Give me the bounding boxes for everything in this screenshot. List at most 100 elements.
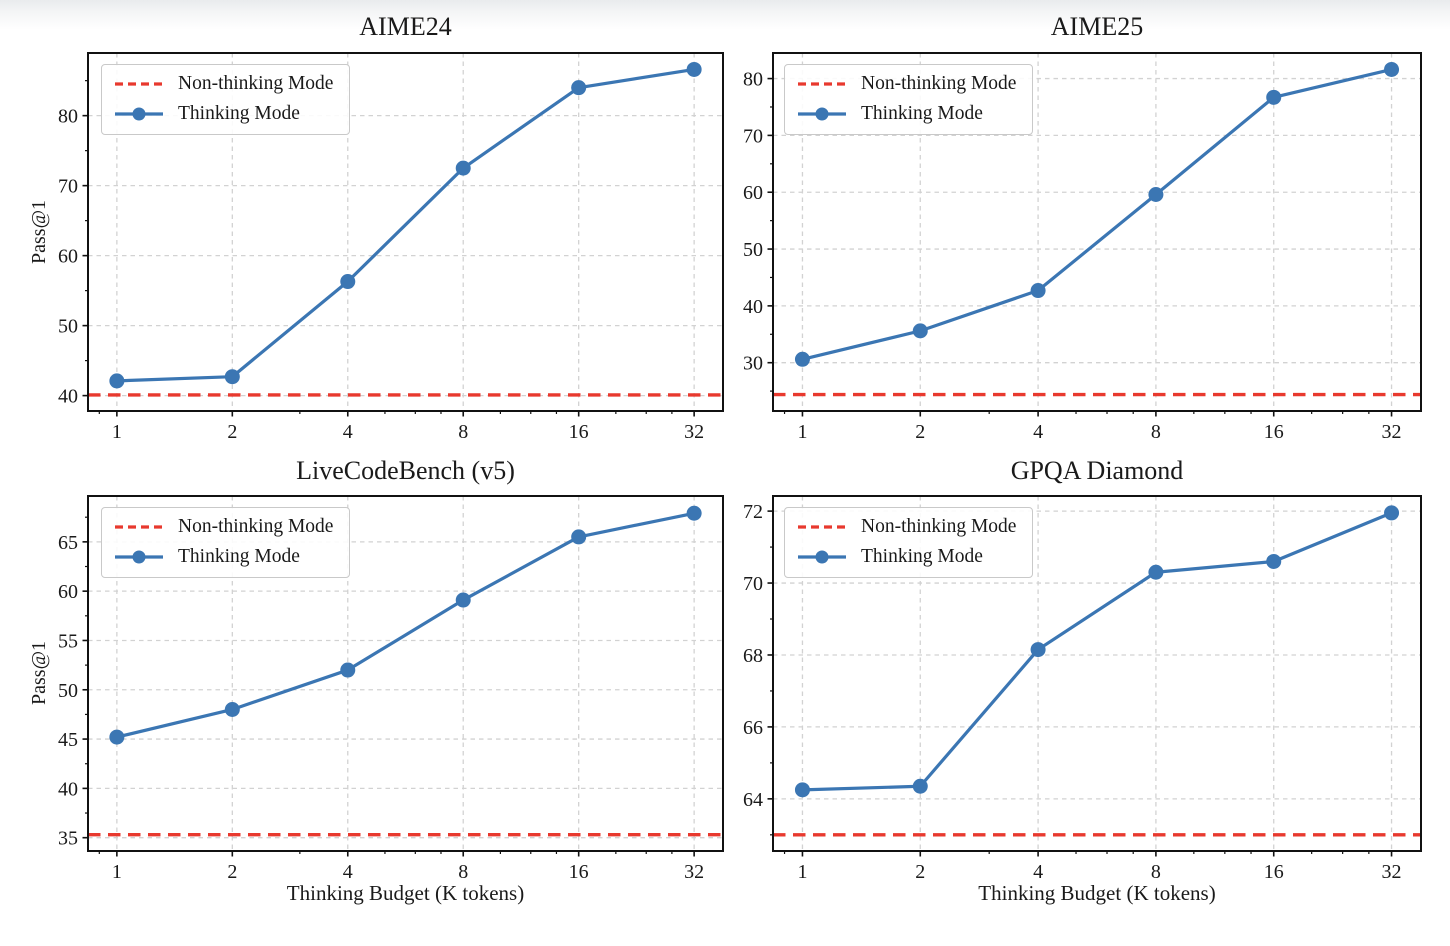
legend-label-thinking: Thinking Mode [861, 546, 983, 567]
data-point-marker [455, 592, 471, 608]
line-marker-sample-icon [798, 107, 846, 121]
subplot-gpqa-diamond: 1 2 4 8 16 32 64 66 68 70 72 [743, 495, 1422, 883]
thinking-mode-line [800, 511, 1394, 792]
svg-text:70: 70 [58, 176, 78, 198]
legend-label-thinking: Thinking Mode [178, 103, 300, 124]
subplot-livecodebench-v5-: 1 2 4 8 16 32 35 40 45 50 55 60 65 [58, 495, 724, 883]
thinking-mode-line [115, 511, 696, 739]
svg-text:30: 30 [743, 353, 763, 375]
svg-text:16: 16 [569, 421, 589, 443]
legend-item-non-thinking: Non-thinking Mode [113, 73, 333, 95]
legend-label-non-thinking: Non-thinking Mode [861, 516, 1017, 537]
data-point-marker [1384, 61, 1400, 77]
svg-text:60: 60 [58, 246, 78, 268]
legend-label-non-thinking: Non-thinking Mode [861, 73, 1017, 94]
svg-text:2: 2 [915, 421, 925, 443]
svg-text:16: 16 [1264, 421, 1284, 443]
x-axis-label-right: Thinking Budget (K tokens) [978, 881, 1216, 905]
legend-gpqa: Non-thinking Mode Thinking Mode [784, 507, 1034, 578]
legend-aime24: Non-thinking Mode Thinking Mode [101, 64, 351, 135]
svg-text:50: 50 [58, 680, 78, 702]
x-axis-label-left: Thinking Budget (K tokens) [286, 881, 525, 905]
svg-text:55: 55 [58, 630, 78, 652]
svg-text:16: 16 [569, 861, 589, 883]
data-point-marker [794, 782, 810, 798]
svg-text:50: 50 [58, 316, 78, 338]
svg-text:70: 70 [743, 125, 763, 147]
svg-text:40: 40 [58, 778, 78, 800]
data-point-marker [1266, 89, 1282, 105]
svg-text:2: 2 [915, 861, 925, 883]
data-point-marker [571, 80, 587, 96]
line-marker-sample-icon [115, 550, 163, 564]
dashed-line-sample-icon [115, 82, 163, 86]
svg-text:64: 64 [743, 789, 763, 811]
chart-title-gpqa: GPQA Diamond [1010, 456, 1184, 485]
svg-text:16: 16 [1264, 861, 1284, 883]
data-point-marker [1148, 564, 1164, 580]
data-point-marker [224, 369, 240, 385]
data-point-marker [340, 662, 356, 678]
chart-title-aime24: AIME24 [359, 12, 452, 41]
data-point-marker [571, 529, 587, 545]
legend-aime25: Non-thinking Mode Thinking Mode [784, 64, 1034, 135]
legend-item-thinking: Thinking Mode [796, 546, 1016, 568]
data-point-marker [1148, 186, 1164, 202]
svg-text:1: 1 [112, 861, 122, 883]
svg-text:60: 60 [58, 581, 78, 603]
svg-text:32: 32 [1382, 861, 1402, 883]
svg-text:1: 1 [797, 861, 807, 883]
dashed-line-sample-icon [115, 525, 163, 529]
dashed-line-sample-icon [798, 525, 846, 529]
svg-text:65: 65 [58, 532, 78, 554]
svg-text:1: 1 [112, 421, 122, 443]
svg-text:4: 4 [1033, 861, 1043, 883]
data-point-marker [686, 61, 702, 77]
data-point-marker [794, 351, 810, 367]
chart-title-aime25: AIME25 [1050, 12, 1144, 41]
svg-text:8: 8 [1151, 421, 1161, 443]
svg-text:8: 8 [1151, 861, 1161, 883]
svg-text:40: 40 [58, 386, 78, 408]
legend-label-thinking: Thinking Mode [861, 103, 983, 124]
data-point-marker [109, 729, 125, 745]
legend-label-non-thinking: Non-thinking Mode [178, 516, 334, 537]
data-point-marker [912, 323, 928, 339]
svg-text:66: 66 [743, 717, 763, 739]
background-gradient [0, 0, 1450, 30]
data-point-marker [1030, 283, 1046, 299]
svg-text:4: 4 [1033, 421, 1043, 443]
data-point-marker [109, 373, 125, 389]
data-point-marker [455, 160, 471, 176]
legend-item-thinking: Thinking Mode [113, 546, 333, 568]
svg-text:4: 4 [343, 861, 353, 883]
y-axis-label-top: Pass@1 [28, 200, 50, 264]
svg-text:8: 8 [458, 421, 468, 443]
legend-item-non-thinking: Non-thinking Mode [796, 516, 1016, 538]
line-marker-sample-icon [798, 550, 846, 564]
svg-text:2: 2 [227, 421, 237, 443]
legend-item-non-thinking: Non-thinking Mode [113, 516, 333, 538]
svg-text:32: 32 [1382, 421, 1402, 443]
line-marker-sample-icon [115, 107, 163, 121]
svg-text:4: 4 [343, 421, 353, 443]
legend-item-thinking: Thinking Mode [113, 103, 333, 125]
chart-title-livecodebench: LiveCodeBench (v5) [296, 456, 515, 485]
svg-text:1: 1 [797, 421, 807, 443]
data-point-marker [912, 778, 928, 794]
legend-livecodebench: Non-thinking Mode Thinking Mode [101, 507, 351, 578]
svg-text:68: 68 [743, 645, 763, 667]
svg-text:35: 35 [58, 828, 78, 850]
svg-text:60: 60 [743, 182, 763, 204]
svg-text:45: 45 [58, 729, 78, 751]
subplot-aime25: 1 2 4 8 16 32 30 40 50 60 70 80 [743, 52, 1422, 443]
data-point-marker [1384, 505, 1400, 521]
thinking-mode-line [115, 67, 696, 383]
svg-text:80: 80 [58, 106, 78, 128]
data-point-marker [1030, 642, 1046, 658]
legend-item-thinking: Thinking Mode [796, 103, 1016, 125]
dashed-line-sample-icon [798, 82, 846, 86]
data-point-marker [1266, 553, 1282, 569]
svg-text:70: 70 [743, 573, 763, 595]
